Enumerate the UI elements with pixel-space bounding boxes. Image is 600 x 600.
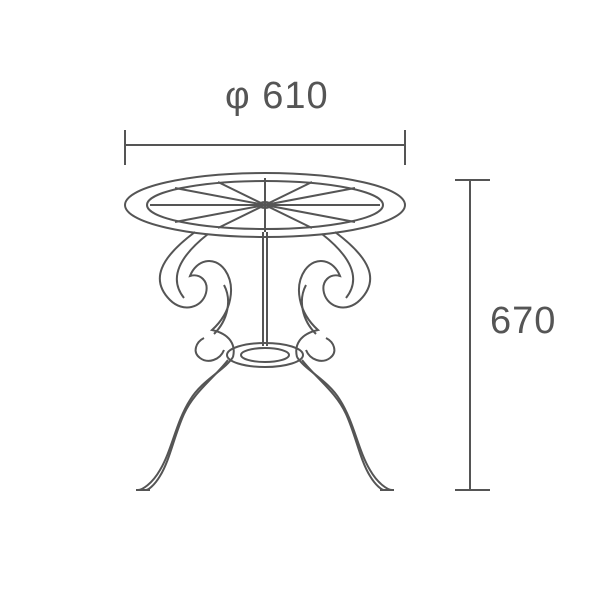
mid-ring (227, 343, 303, 367)
table-top (125, 173, 405, 237)
width-dimension-label: φ 610 (225, 75, 329, 118)
technical-drawing: φ 610 670 (0, 0, 600, 600)
height-dimension-label: 670 (490, 300, 556, 343)
dimension-width (125, 130, 405, 165)
leg-right (296, 232, 394, 490)
dimension-height (455, 180, 490, 490)
leg-left (136, 232, 234, 490)
center-post (263, 232, 267, 346)
